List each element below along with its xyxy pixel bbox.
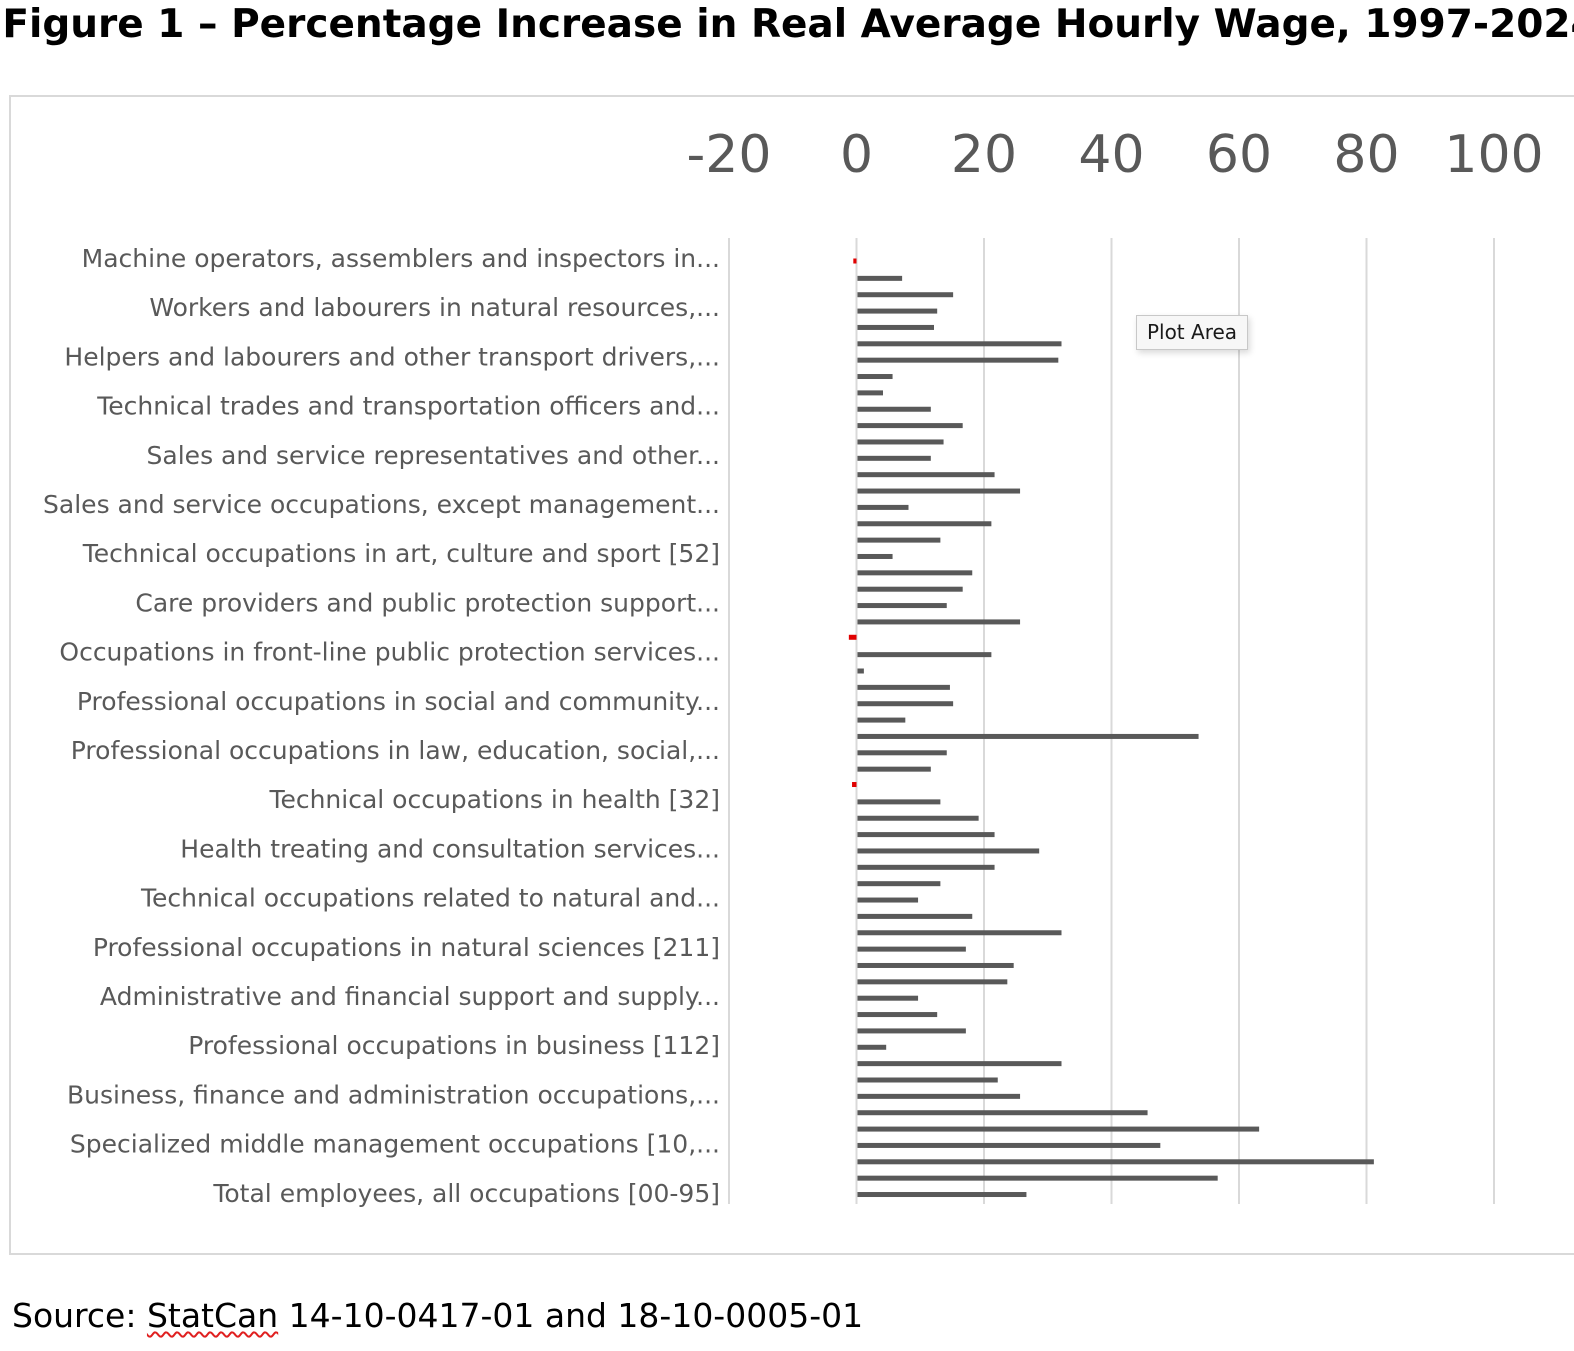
y-category-label: Health treating and consultation service… xyxy=(180,834,720,863)
bar xyxy=(857,864,995,870)
source-prefix: Source: xyxy=(12,1296,147,1335)
y-category-label: Technical occupations in art, culture an… xyxy=(82,539,720,568)
y-category-label: Helpers and labourers and other transpor… xyxy=(64,342,720,371)
bar xyxy=(857,1192,1027,1198)
x-tick-label: 20 xyxy=(951,125,1017,185)
bar xyxy=(857,423,963,429)
bar xyxy=(857,766,931,772)
y-category-label: Total employees, all occupations [00-95] xyxy=(212,1179,720,1208)
bar xyxy=(857,913,973,919)
bar-negative xyxy=(852,782,857,788)
bar xyxy=(857,733,1199,739)
bar xyxy=(857,815,979,821)
y-category-label: Specialized middle management occupation… xyxy=(70,1130,720,1159)
y-category-label: Sales and service occupations, except ma… xyxy=(43,490,720,519)
bar xyxy=(857,684,950,690)
bar xyxy=(857,570,973,576)
bar xyxy=(857,1126,1260,1132)
chart-title: Figure 1 – Percentage Increase in Real A… xyxy=(2,2,1574,47)
bar xyxy=(857,1175,1218,1181)
bar xyxy=(857,1159,1374,1165)
bar xyxy=(857,324,934,330)
x-tick-label: 60 xyxy=(1206,125,1272,185)
bar xyxy=(857,1142,1161,1148)
bar xyxy=(857,341,1062,347)
y-category-label: Care providers and public protection sup… xyxy=(135,588,720,617)
y-category-label: Technical occupations in health [32] xyxy=(268,785,720,814)
y-category-label: Professional occupations in business [11… xyxy=(188,1031,720,1060)
bar xyxy=(857,701,954,707)
bar xyxy=(857,881,941,887)
source-suffix: 14-10-0417-01 and 18-10-0005-01 xyxy=(278,1296,864,1335)
bar xyxy=(857,406,931,412)
bar xyxy=(857,946,966,952)
bar xyxy=(857,717,906,723)
bar xyxy=(857,848,1040,854)
bar xyxy=(857,995,919,1001)
bar xyxy=(857,979,1008,985)
y-category-label: Machine operators, assemblers and inspec… xyxy=(82,244,720,273)
bar xyxy=(857,1093,1021,1099)
bar xyxy=(857,586,963,592)
bar xyxy=(857,750,947,756)
y-category-label: Sales and service representatives and ot… xyxy=(147,441,720,470)
source-note: Source: StatCan 14-10-0417-01 and 18-10-… xyxy=(12,1296,863,1336)
y-category-label: Administrative and financial support and… xyxy=(100,982,720,1011)
bar xyxy=(857,553,893,559)
bar xyxy=(857,521,992,527)
bar xyxy=(857,1110,1148,1116)
y-category-label: Occupations in front-line public protect… xyxy=(59,638,720,667)
chart-area[interactable] xyxy=(9,95,1574,1255)
bar xyxy=(857,292,954,298)
y-category-label: Business, finance and administration occ… xyxy=(67,1080,720,1109)
bar xyxy=(857,1044,887,1050)
bar xyxy=(857,390,883,396)
bar xyxy=(857,472,995,478)
bar xyxy=(857,439,944,445)
bar xyxy=(857,1012,938,1018)
source-link: StatCan xyxy=(146,1296,279,1335)
bar-negative xyxy=(853,258,857,264)
bar xyxy=(857,668,864,674)
x-tick-label: 100 xyxy=(1444,125,1543,185)
y-category-label: Professional occupations in natural scie… xyxy=(93,933,720,962)
y-category-label: Workers and labourers in natural resourc… xyxy=(149,293,720,322)
bar xyxy=(857,1061,1062,1067)
y-category-label: Professional occupations in social and c… xyxy=(77,687,720,716)
bar xyxy=(857,962,1014,968)
bar xyxy=(857,504,909,510)
bar xyxy=(857,308,938,314)
bar xyxy=(857,488,1021,494)
y-category-label: Technical occupations related to natural… xyxy=(140,884,720,913)
bar xyxy=(857,374,893,380)
bar xyxy=(857,619,1021,625)
bar xyxy=(857,930,1062,936)
y-category-label: Technical trades and transportation offi… xyxy=(96,392,720,421)
bar xyxy=(857,603,947,609)
x-tick-label: -20 xyxy=(687,125,772,185)
bar xyxy=(857,1077,998,1083)
x-tick-label: 40 xyxy=(1078,125,1144,185)
y-category-label: Professional occupations in law, educati… xyxy=(71,736,720,765)
bar xyxy=(857,537,941,543)
bar xyxy=(857,357,1059,363)
plot-area-tooltip: Plot Area xyxy=(1136,315,1248,350)
bar-negative xyxy=(848,634,857,640)
bar xyxy=(857,275,903,281)
bar xyxy=(857,799,941,805)
bar xyxy=(857,1028,966,1034)
bar xyxy=(857,652,992,658)
x-tick-label: 0 xyxy=(840,125,873,185)
bar xyxy=(857,897,919,903)
bar xyxy=(857,455,931,461)
x-tick-label: 80 xyxy=(1333,125,1399,185)
bar xyxy=(857,832,995,838)
